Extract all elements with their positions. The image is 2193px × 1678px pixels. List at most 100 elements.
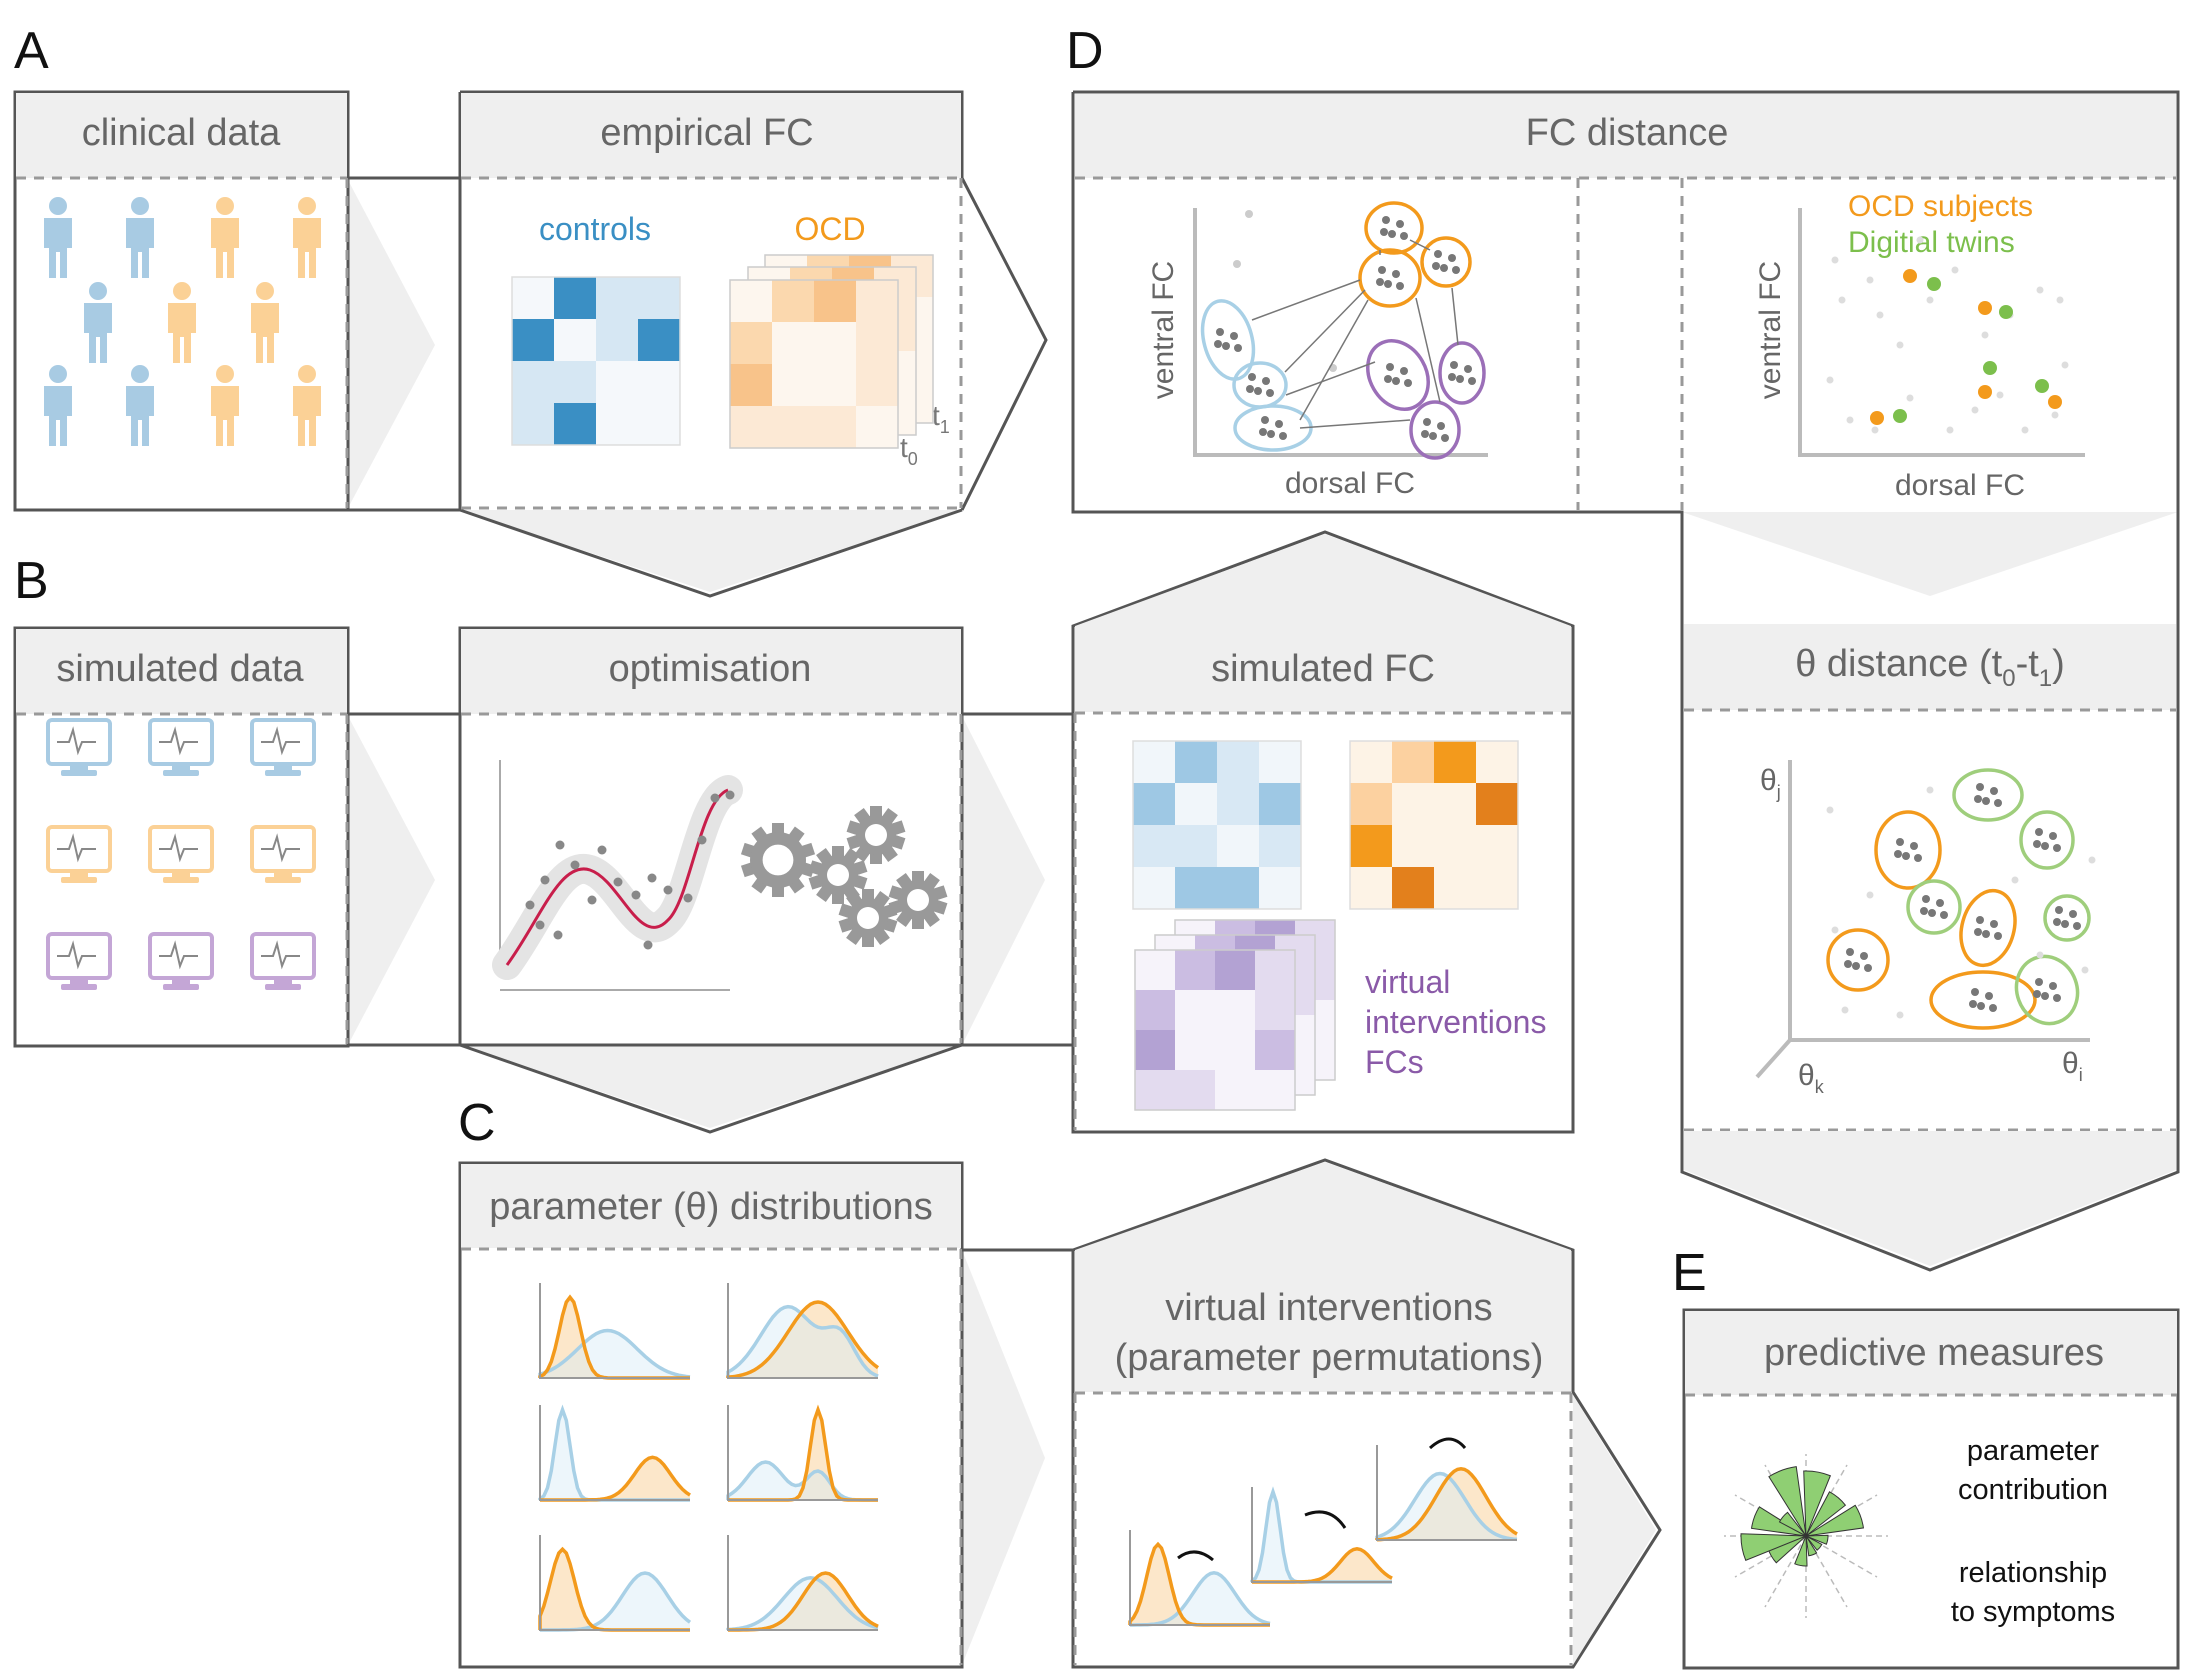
- dist-curve: [1375, 1467, 1518, 1542]
- cluster-point: [1971, 988, 1979, 996]
- gear-hole: [907, 889, 929, 911]
- theta-ocd-cluster: [1959, 888, 2017, 968]
- opt-data-point: [613, 877, 623, 887]
- background-subject-point: [1838, 296, 1846, 304]
- ocd-cluster: [1364, 201, 1424, 255]
- monitor-icon: [250, 932, 316, 990]
- monitor-neck: [172, 871, 190, 877]
- cluster-distance-line: [1284, 289, 1366, 373]
- monitor-stand: [265, 984, 301, 990]
- dist-axes: [727, 1283, 878, 1379]
- background-subject-point: [2051, 411, 2059, 419]
- person-body: [293, 218, 321, 278]
- dist-fill: [1377, 1473, 1517, 1540]
- matrix-border: [511, 276, 681, 446]
- person-icon: [211, 197, 239, 278]
- cluster-point: [1450, 361, 1458, 369]
- param-dist-plot: [726, 1404, 878, 1502]
- cluster-point: [1396, 282, 1404, 290]
- opt-data-point: [525, 900, 535, 910]
- cluster-outline: [1959, 888, 2017, 968]
- matrix-cell: [1133, 867, 1175, 909]
- matrix-cell: [772, 364, 814, 406]
- ocd-subject-point: [1978, 385, 1992, 399]
- cluster-point: [1976, 783, 1984, 791]
- matrix-cell: [1255, 1030, 1295, 1070]
- matrix-cell: [1255, 1070, 1295, 1110]
- monitor-neck: [70, 764, 88, 770]
- matrix-cell: [1259, 741, 1301, 783]
- matrix-cell: [1255, 950, 1295, 990]
- matrix-cell: [1350, 825, 1392, 867]
- monitor-signal: [261, 726, 300, 756]
- cluster-point: [1860, 952, 1868, 960]
- matrix-cell: [1434, 783, 1476, 825]
- gear-icon: [838, 889, 898, 947]
- param-dist-title: parameter (θ) distributions: [489, 1186, 933, 1228]
- fc-distance-box: [1071, 90, 2180, 1272]
- person-head: [298, 197, 316, 215]
- sim-fc-orange: [1349, 740, 1519, 910]
- cluster-point: [1982, 797, 1990, 805]
- ocd-subject-point: [1978, 301, 1992, 315]
- cluster-point: [1441, 434, 1449, 442]
- monitor-icon: [250, 825, 316, 883]
- cluster-outline: [1952, 768, 2024, 822]
- panel-d: FC distance θ distance (t0-t1) dorsal FC…: [1071, 90, 2180, 1272]
- monitor-stand: [61, 770, 97, 776]
- cluster-point: [2035, 978, 2043, 986]
- cluster-point: [1990, 787, 1998, 795]
- twin-point: [1999, 305, 2013, 319]
- cluster-distance-line: [1409, 239, 1431, 251]
- cluster-point: [1977, 1002, 1985, 1010]
- cluster-point: [1384, 375, 1392, 383]
- theta-ocd-cluster: [1826, 928, 1890, 992]
- matrix-cell: [554, 361, 596, 403]
- cluster-outline: [1826, 928, 1890, 992]
- background-subject-point: [2036, 286, 2044, 294]
- cluster-point: [1421, 430, 1429, 438]
- cluster-point: [1437, 422, 1445, 430]
- cluster-distance-line: [1285, 361, 1376, 396]
- cluster-outline: [2019, 810, 2075, 870]
- monitor-stand: [61, 984, 97, 990]
- theta-faint-point: [1926, 786, 1934, 794]
- left-xlabel: dorsal FC: [1285, 467, 1415, 500]
- monitor-neck: [274, 978, 292, 984]
- simulated-fc-title: simulated FC: [1211, 648, 1435, 690]
- background-subject-point: [1906, 394, 1914, 402]
- cluster-outline: [1364, 201, 1424, 255]
- cluster-outline: [1409, 400, 1461, 460]
- matrix-cell: [1392, 741, 1434, 783]
- panel-label-b: B: [14, 552, 49, 610]
- rose-petal: [1805, 1504, 1865, 1537]
- opt-data-point: [697, 835, 707, 845]
- cluster-point: [1214, 340, 1222, 348]
- theta-faint-point: [1831, 926, 1839, 934]
- legend-twins: Digitial twins: [1848, 226, 2015, 259]
- param-dist-plot: [726, 1535, 879, 1632]
- panel-e: predictive measures parameter contributi…: [1682, 1308, 2180, 1670]
- sim-fc-blue: [1132, 740, 1302, 910]
- background-subject-point: [1981, 331, 1989, 339]
- cluster-point: [1400, 367, 1408, 375]
- opt-band: [492, 775, 743, 980]
- scatter-faint-point: [1245, 210, 1253, 218]
- dist-axes: [1129, 1530, 1270, 1626]
- panel-label-e: E: [1672, 1244, 1707, 1302]
- matrix-cell: [1476, 783, 1518, 825]
- param-dist-plot: [538, 1283, 691, 1380]
- clinical-header: [16, 93, 347, 178]
- pred-line-4: to symptoms: [1951, 1596, 2115, 1628]
- matrix-border: [1132, 740, 1302, 910]
- matrix-cell: [1135, 1030, 1175, 1070]
- twin-point: [1893, 409, 1907, 423]
- matrix-border: [1134, 949, 1296, 1111]
- opt-data-point: [535, 920, 545, 930]
- theta-faint-point: [2011, 876, 2019, 884]
- opt-data-point: [597, 845, 607, 855]
- person-body: [126, 218, 154, 278]
- matrix-cell: [1135, 990, 1175, 1030]
- vi-dist-plot: [1250, 1486, 1393, 1584]
